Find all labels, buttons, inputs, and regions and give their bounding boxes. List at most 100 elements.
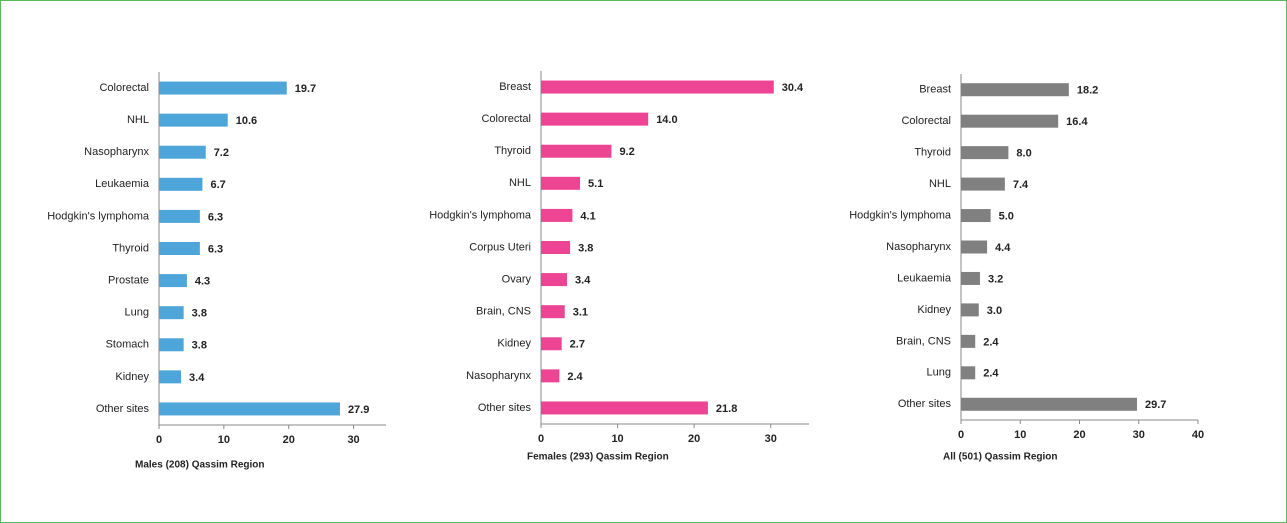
bar: [541, 337, 562, 351]
value-label: 6.3: [208, 243, 223, 255]
category-label: Thyroid: [494, 145, 531, 157]
category-label: Colorectal: [901, 115, 951, 127]
bar: [159, 338, 184, 352]
value-label: 7.4: [1013, 179, 1029, 191]
value-label: 3.8: [578, 242, 593, 254]
category-label: Ovary: [502, 273, 532, 285]
bar: [159, 209, 200, 223]
category-label: Hodgkin's lymphoma: [47, 210, 150, 222]
value-label: 29.7: [1145, 399, 1166, 411]
axis-title: Females (293) Qassim Region: [527, 452, 669, 463]
bar: [541, 401, 708, 415]
category-label: Other sites: [478, 402, 532, 414]
bar: [159, 145, 206, 159]
bar: [961, 83, 1069, 97]
value-label: 3.2: [988, 273, 1003, 285]
value-label: 2.4: [983, 368, 999, 380]
category-label: Lung: [927, 367, 951, 379]
axis-title: All (501) Qassim Region: [943, 452, 1057, 463]
bar: [541, 241, 571, 254]
category-label: Nasopharynx: [84, 146, 149, 158]
axis-title: Males (208) Qassim Region: [135, 460, 265, 471]
x-tick-label: 30: [347, 434, 359, 446]
category-label: Brain, CNS: [896, 335, 951, 347]
category-label: Lung: [125, 307, 149, 319]
value-label: 2.7: [570, 339, 585, 351]
x-tick-label: 40: [1192, 429, 1204, 441]
bar: [541, 80, 774, 94]
category-label: Kidney: [115, 371, 149, 383]
value-label: 2.4: [567, 371, 583, 383]
category-label: NHL: [509, 177, 531, 189]
bar: [541, 273, 568, 287]
value-label: 19.7: [295, 83, 316, 95]
bar: [541, 208, 573, 222]
value-label: 6.3: [208, 211, 223, 223]
bar: [961, 366, 976, 380]
category-label: Stomach: [106, 339, 149, 351]
category-label: Hodgkin's lymphoma: [429, 209, 532, 221]
value-label: 3.4: [575, 274, 591, 286]
category-label: Other sites: [96, 403, 150, 415]
value-label: 3.8: [192, 340, 207, 352]
x-tick-label: 0: [538, 433, 544, 445]
category-label: Thyroid: [914, 147, 951, 159]
category-label: Leukaemia: [897, 272, 952, 284]
category-label: Nasopharynx: [466, 370, 531, 382]
value-label: 27.9: [348, 404, 369, 416]
bar: [541, 369, 560, 383]
x-tick-label: 30: [765, 433, 777, 445]
value-label: 21.8: [716, 403, 737, 415]
bar: [961, 240, 988, 254]
x-tick-label: 10: [218, 434, 230, 446]
x-tick-label: 10: [1014, 429, 1026, 441]
x-tick-label: 30: [1133, 429, 1145, 441]
value-label: 10.6: [236, 115, 257, 127]
value-label: 4.4: [995, 242, 1011, 254]
category-label: Thyroid: [112, 242, 149, 254]
x-tick-label: 0: [958, 429, 964, 441]
category-label: Other sites: [898, 398, 952, 410]
category-label: NHL: [127, 114, 149, 126]
category-label: Leukaemia: [95, 178, 150, 190]
value-label: 5.0: [999, 210, 1014, 222]
category-label: Kidney: [917, 304, 951, 316]
category-label: Brain, CNS: [476, 306, 531, 318]
value-label: 5.1: [588, 178, 603, 190]
value-label: 8.0: [1016, 148, 1031, 160]
bar: [961, 303, 979, 317]
value-label: 3.0: [987, 305, 1002, 317]
bar: [159, 370, 182, 384]
bar: [541, 144, 612, 158]
value-label: 3.1: [573, 307, 588, 319]
bar: [159, 113, 228, 127]
x-tick-label: 10: [611, 433, 623, 445]
bar: [159, 177, 203, 191]
bar: [541, 305, 565, 319]
value-label: 18.2: [1077, 85, 1098, 97]
bar: [159, 402, 340, 416]
value-label: 3.4: [189, 372, 205, 384]
value-label: 2.4: [983, 336, 999, 348]
bar: [961, 177, 1005, 191]
bar: [541, 176, 581, 190]
value-label: 9.2: [619, 146, 634, 158]
value-label: 4.3: [195, 275, 210, 287]
category-label: Hodgkin's lymphoma: [849, 209, 952, 221]
bar: [159, 81, 287, 95]
value-label: 14.0: [656, 114, 677, 126]
category-label: Colorectal: [481, 113, 531, 125]
category-label: Corpus Uteri: [469, 241, 531, 253]
bar: [961, 209, 991, 223]
bar: [159, 242, 200, 255]
bar: [159, 306, 184, 320]
category-label: Colorectal: [99, 82, 149, 94]
bar: [961, 334, 976, 348]
category-label: Kidney: [497, 338, 531, 350]
bar: [961, 114, 1059, 128]
value-label: 30.4: [782, 82, 804, 94]
value-label: 7.2: [214, 147, 229, 159]
bar: [961, 397, 1137, 411]
